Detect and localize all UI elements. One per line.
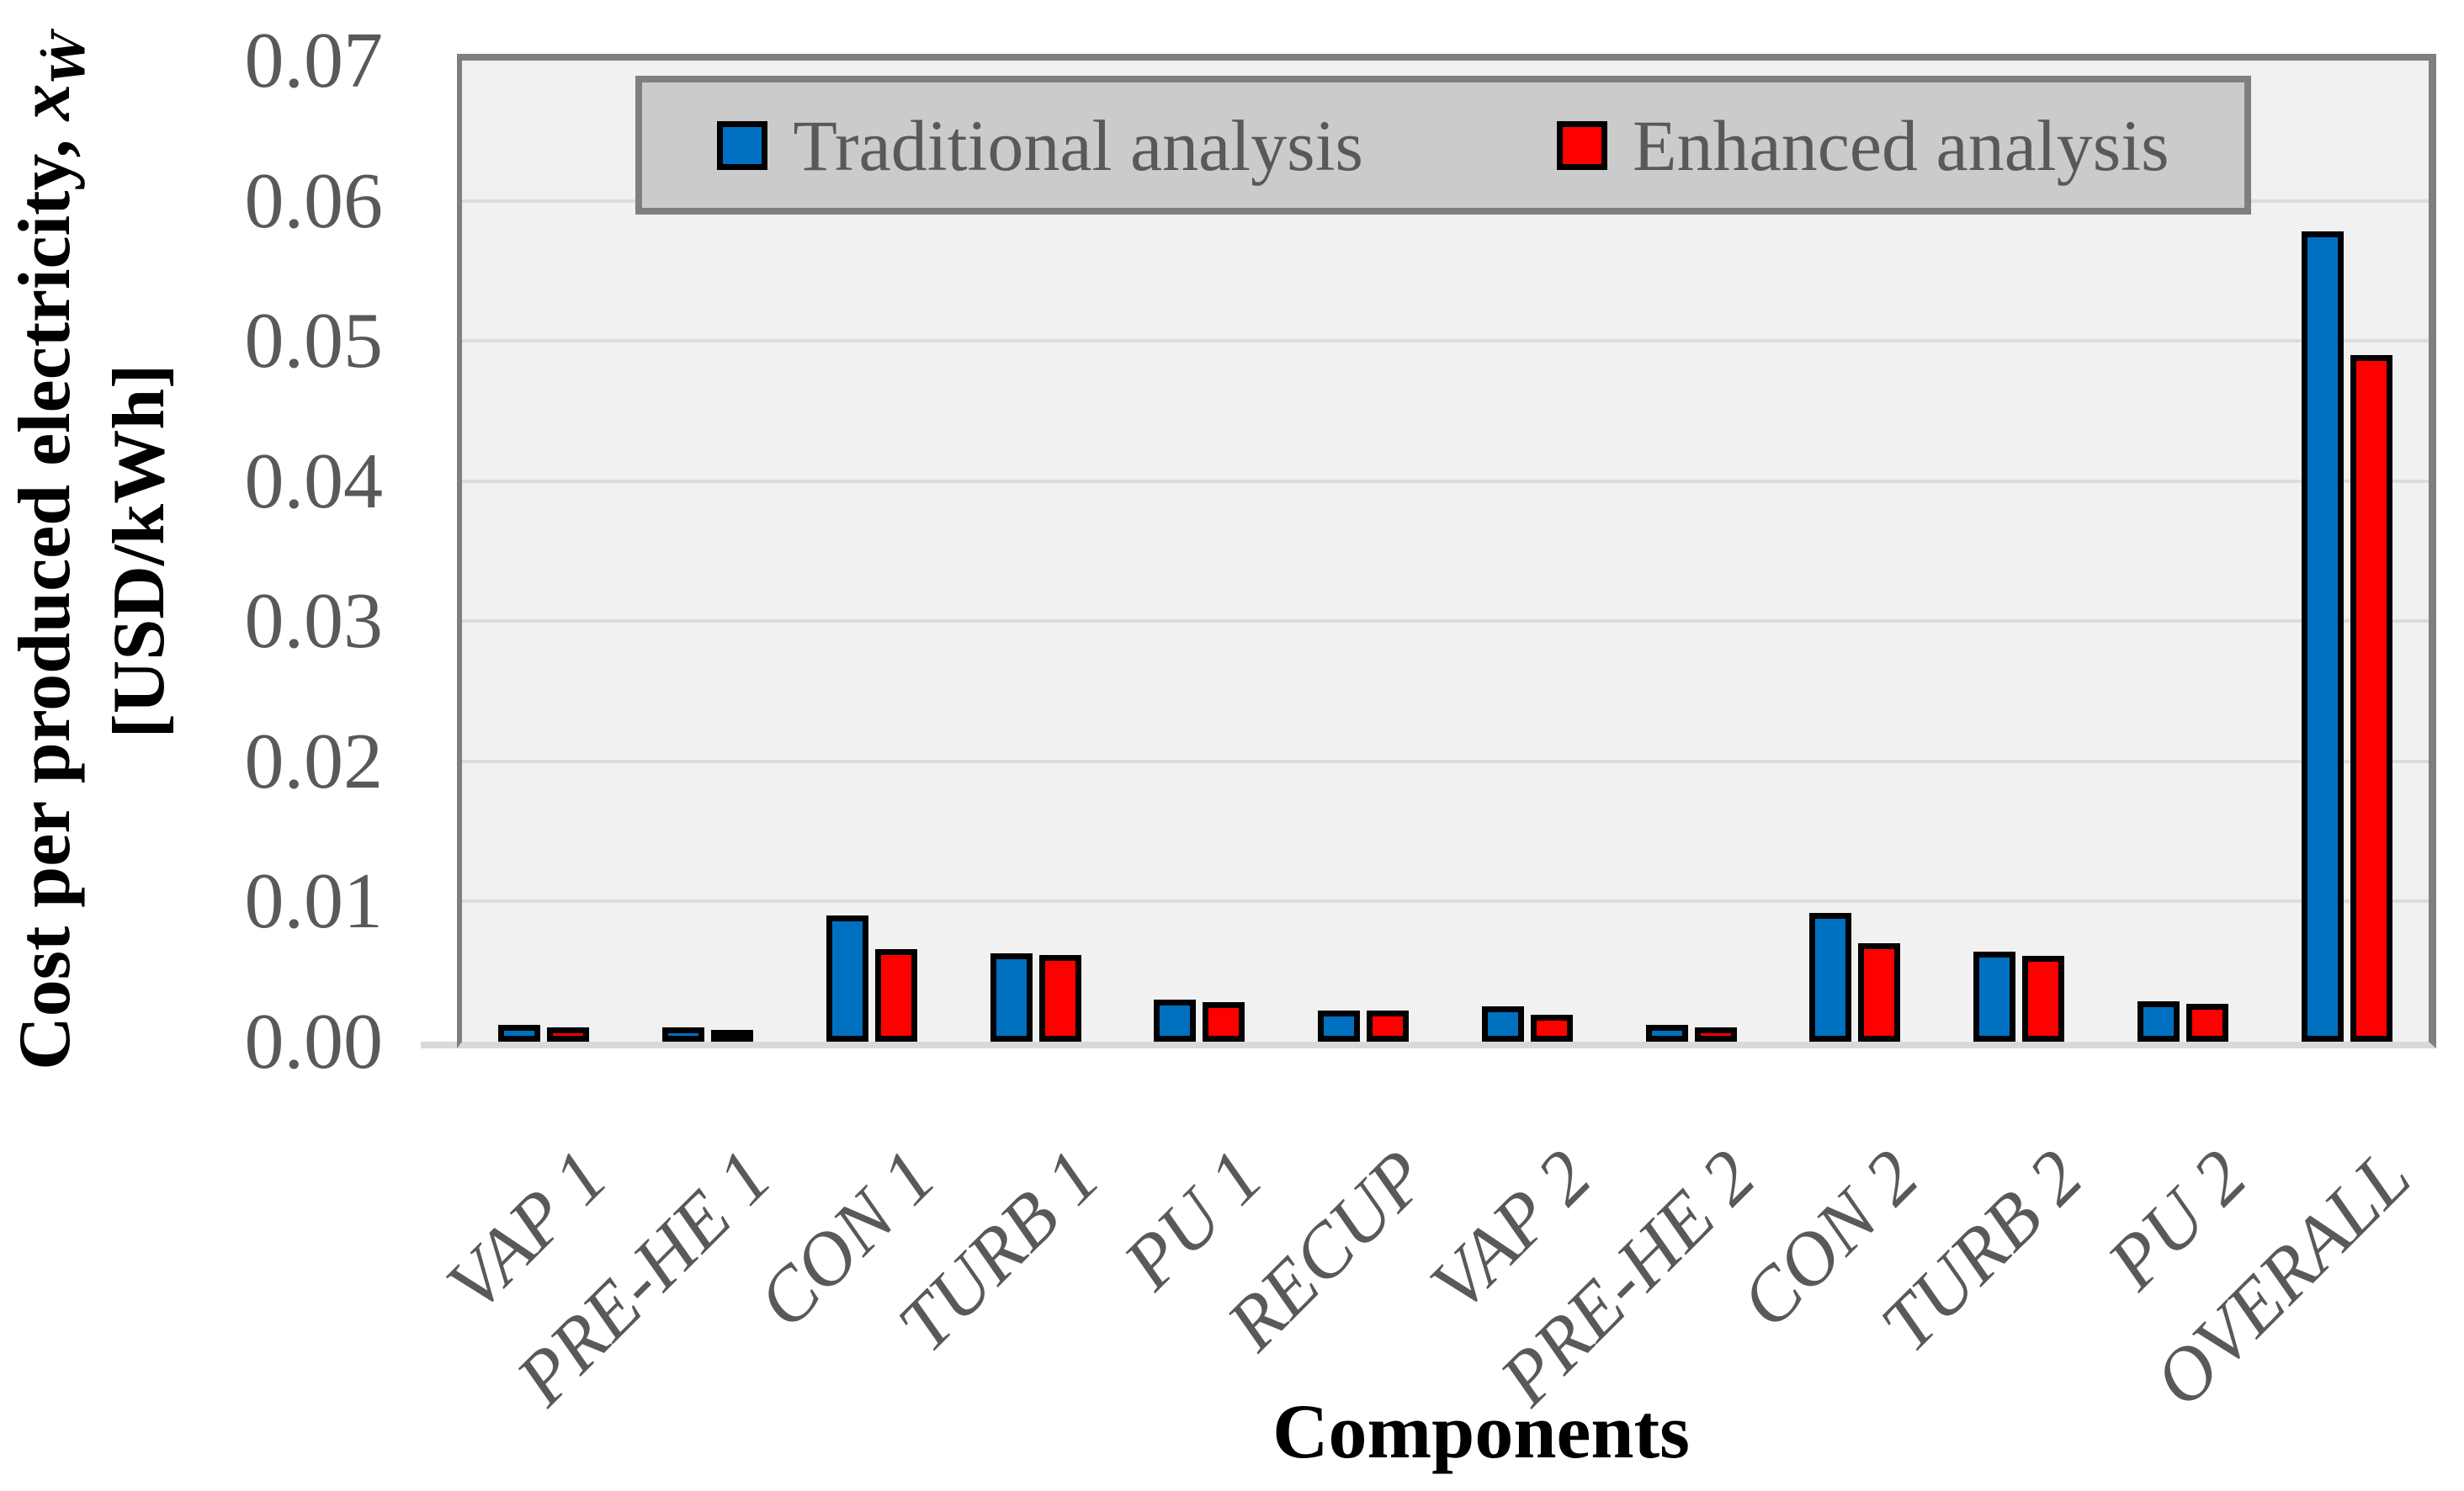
bar-enhanced-OVERALL <box>2350 355 2392 1042</box>
bar-enhanced-PRE-HE 1 <box>711 1030 754 1042</box>
y-axis-baseline-tick <box>421 1042 457 1048</box>
bar-traditional-VAP 2 <box>1481 1006 1524 1042</box>
bar-enhanced-PU 1 <box>1203 1002 1245 1042</box>
bar-traditional-CON 1 <box>826 915 868 1042</box>
bar-traditional-PU 2 <box>2137 1001 2180 1042</box>
legend-label: Traditional analysis <box>793 104 1364 186</box>
y-axis-variable: x <box>4 83 87 121</box>
bar-traditional-TURB 2 <box>1973 952 2016 1042</box>
bar-enhanced-CON 2 <box>1858 943 1901 1042</box>
bar-group-CON 1 <box>790 61 954 1042</box>
legend-entry-enhanced: Enhanced analysis <box>1557 103 2169 188</box>
bar-enhanced-TURB 1 <box>1038 955 1081 1042</box>
legend-marker-traditional <box>717 120 768 170</box>
bar-traditional-PRE-HE 1 <box>662 1027 705 1042</box>
y-tick-label-0.01: 0.01 <box>244 857 384 946</box>
bar-group-VAP 1 <box>462 61 626 1042</box>
bar-enhanced-PRE-HE 2 <box>1694 1027 1737 1042</box>
bar-group-RECUP <box>1282 61 1446 1042</box>
legend-marker-enhanced <box>1557 120 1608 170</box>
x-category-label-VAP 1: VAP 1 <box>431 1134 624 1327</box>
bar-group-VAP 2 <box>1446 61 1610 1042</box>
y-tick-label-0.04: 0.04 <box>244 437 384 525</box>
gridline <box>462 619 2429 623</box>
bar-enhanced-RECUP <box>1367 1011 1410 1042</box>
bar-group-PU 2 <box>2101 61 2265 1042</box>
bar-enhanced-TURB 2 <box>2022 956 2065 1042</box>
bar-enhanced-VAP 2 <box>1530 1015 1573 1042</box>
bar-traditional-CON 2 <box>1809 913 1852 1042</box>
bar-enhanced-VAP 1 <box>547 1027 590 1042</box>
bar-series-container <box>462 61 2429 1042</box>
bar-traditional-TURB 1 <box>990 953 1033 1042</box>
gridline <box>462 899 2429 904</box>
y-tick-label-0.00: 0.00 <box>244 998 384 1085</box>
plot-area: Traditional analysis Enhanced analysis <box>457 54 2436 1048</box>
legend-label: Enhanced analysis <box>1633 104 2169 186</box>
x-axis-title: Components <box>1272 1388 1690 1474</box>
y-axis-variable-subscript: Ẇ <box>41 32 96 84</box>
legend: Traditional analysis Enhanced analysis <box>635 76 2251 215</box>
gridline <box>462 479 2429 483</box>
bar-group-PRE-HE 2 <box>1609 61 1773 1042</box>
bar-group-PU 1 <box>1118 61 1282 1042</box>
legend-entry-traditional: Traditional analysis <box>717 103 1363 188</box>
bar-traditional-RECUP <box>1318 1011 1361 1042</box>
gridline <box>462 339 2429 343</box>
bar-group-CON 2 <box>1773 61 1937 1042</box>
bar-group-TURB 2 <box>1937 61 2101 1042</box>
bar-group-TURB 1 <box>953 61 1118 1042</box>
bar-traditional-PRE-HE 2 <box>1645 1025 1688 1042</box>
bar-group-OVERALL <box>2265 61 2429 1042</box>
y-tick-label-0.06: 0.06 <box>244 157 384 245</box>
bar-enhanced-CON 1 <box>874 949 917 1042</box>
bar-group-PRE-HE 1 <box>626 61 790 1042</box>
bar-traditional-VAP 1 <box>498 1025 541 1042</box>
bar-traditional-OVERALL <box>2301 231 2344 1042</box>
y-tick-label-0.05: 0.05 <box>244 297 384 385</box>
y-axis-title-line1: Cost per produced electricity, xẆ <box>2 32 96 1070</box>
gridline <box>462 759 2429 763</box>
y-tick-label-0.07: 0.07 <box>244 17 384 104</box>
y-tick-label-0.02: 0.02 <box>244 717 384 805</box>
bar-traditional-PU 1 <box>1154 1000 1197 1042</box>
bar-enhanced-PU 2 <box>2185 1004 2228 1042</box>
y-tick-label-0.03: 0.03 <box>244 577 384 666</box>
y-axis-title-text: Cost per produced electricity, <box>4 120 87 1070</box>
